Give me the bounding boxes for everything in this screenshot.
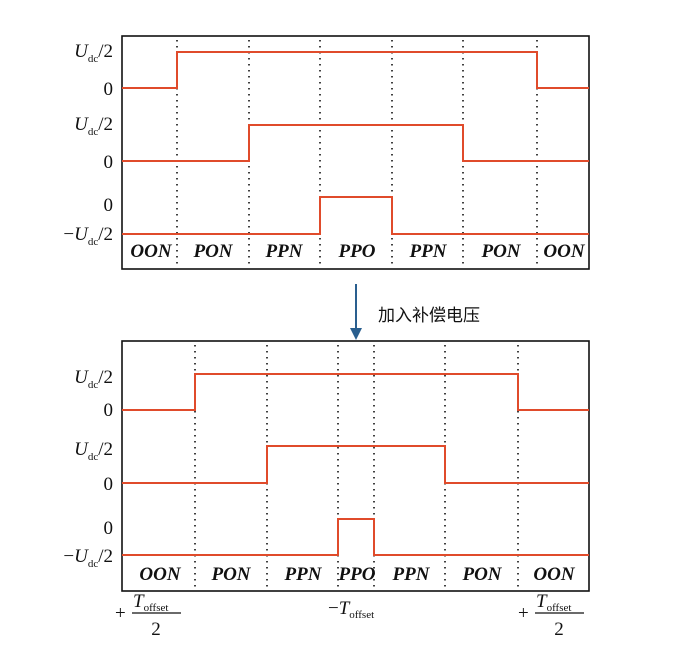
top-switching-dividers [176,40,538,265]
bottom-phase-c-wave [122,518,589,556]
bottom-a-high-label: Udc/2 [74,367,113,391]
top-c-zero-label: 0 [104,195,114,216]
bottom-c-low-label: −Udc/2 [63,546,113,570]
offset-right: + Toffset 2 [518,591,584,640]
offset-right-sign: + [518,603,529,624]
top-state-2: PON [192,241,233,262]
offset-left-numerator: Toffset [133,591,168,614]
top-panel: Udc/2 0 Udc/2 0 0 −Udc/2 OON PON PPN PPO… [63,35,590,270]
compensation-voltage-note: 加入补偿电压 [378,306,480,326]
bottom-switching-dividers [194,345,519,587]
bottom-state-1: OON [139,564,181,585]
offset-left: + Toffset 2 [115,591,181,640]
top-phase-a-wave [122,51,589,89]
top-panel-frame [121,35,590,270]
top-phase-b-wave [122,124,589,162]
bottom-c-zero-label: 0 [104,518,114,539]
bottom-b-zero-label: 0 [104,474,114,495]
bottom-a-zero-label: 0 [104,400,114,421]
bottom-state-6: PON [461,564,502,585]
top-phase-c-wave [122,196,589,235]
offset-right-denominator: 2 [554,619,564,640]
top-c-low-label: −Udc/2 [63,224,113,248]
top-a-zero-label: 0 [104,79,114,100]
top-state-7: OON [543,241,585,262]
bottom-phase-b-wave [122,445,589,484]
transition-arrow: 加入补偿电压 [350,284,480,340]
bottom-panel: Udc/2 0 Udc/2 0 0 −Udc/2 OON PON PPN PPO… [63,340,590,592]
top-state-3: PPN [265,241,304,262]
top-state-labels: OON PON PPN PPO PPN PON OON [130,241,585,262]
bottom-state-2: PON [210,564,251,585]
arrow-head [350,328,362,340]
top-a-high-label: Udc/2 [74,41,113,65]
offset-middle: −Toffset [328,598,374,621]
offset-middle-expression: −Toffset [328,598,374,621]
bottom-state-5: PPN [392,564,431,585]
top-state-6: PON [480,241,521,262]
offset-right-numerator: Toffset [536,591,571,614]
bottom-state-labels: OON PON PPN PPO PPN PON OON [139,564,575,585]
top-b-zero-label: 0 [104,152,114,173]
bottom-phase-a-wave [122,373,589,411]
top-b-high-label: Udc/2 [74,114,113,138]
bottom-state-4: PPO [338,564,376,585]
bottom-state-3: PPN [284,564,323,585]
bottom-b-high-label: Udc/2 [74,439,113,463]
offset-left-sign: + [115,603,126,624]
top-state-1: OON [130,241,172,262]
bottom-state-7: OON [533,564,575,585]
top-state-5: PPN [409,241,448,262]
top-state-4: PPO [338,241,376,262]
offset-left-denominator: 2 [151,619,161,640]
bottom-panel-frame [121,340,590,592]
